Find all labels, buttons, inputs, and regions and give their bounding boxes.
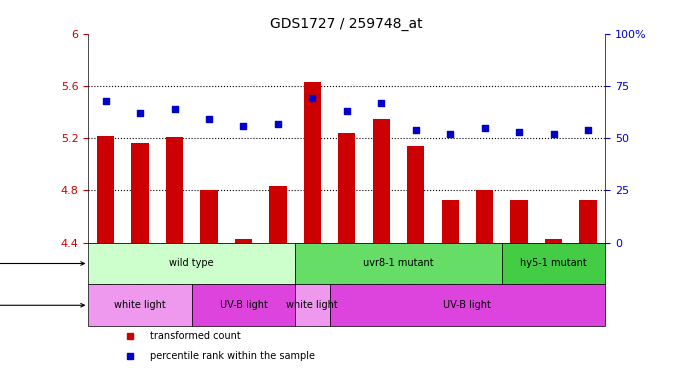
Text: wild type: wild type — [169, 258, 214, 268]
Title: GDS1727 / 259748_at: GDS1727 / 259748_at — [271, 17, 423, 32]
Bar — [131, 143, 149, 243]
Point — [169, 106, 180, 112]
Point — [548, 131, 559, 137]
Text: white light: white light — [114, 300, 166, 310]
Point — [135, 110, 146, 116]
Bar — [88, 284, 192, 326]
Text: uvr8-1 mutant: uvr8-1 mutant — [363, 258, 434, 268]
Bar — [269, 186, 286, 243]
Text: transformed count: transformed count — [150, 330, 241, 340]
Bar — [192, 284, 295, 326]
Bar — [545, 239, 562, 243]
Bar — [295, 284, 330, 326]
Bar — [373, 118, 390, 243]
Bar — [407, 146, 424, 243]
Bar — [330, 284, 605, 326]
Point — [513, 129, 524, 135]
Point — [583, 127, 594, 133]
Point — [410, 127, 421, 133]
Bar — [511, 200, 528, 243]
Bar — [201, 190, 218, 243]
Point — [273, 120, 284, 126]
Point — [445, 131, 456, 137]
Bar — [88, 243, 295, 284]
Bar — [295, 243, 502, 284]
Text: UV-B light: UV-B light — [220, 300, 267, 310]
Text: UV-B light: UV-B light — [443, 300, 492, 310]
Bar — [579, 200, 596, 243]
Bar — [502, 243, 605, 284]
Bar — [476, 190, 493, 243]
Bar — [338, 133, 356, 243]
Point — [376, 100, 387, 106]
Text: genotype/variation: genotype/variation — [0, 259, 84, 268]
Text: stress: stress — [0, 301, 84, 310]
Bar — [441, 200, 459, 243]
Bar — [97, 136, 114, 243]
Point — [100, 98, 111, 104]
Point — [307, 96, 318, 102]
Bar — [166, 137, 183, 243]
Bar — [235, 239, 252, 243]
Text: white light: white light — [286, 300, 338, 310]
Point — [341, 108, 352, 114]
Bar — [304, 82, 321, 243]
Point — [479, 125, 490, 131]
Point — [203, 116, 214, 122]
Text: hy5-1 mutant: hy5-1 mutant — [520, 258, 587, 268]
Text: percentile rank within the sample: percentile rank within the sample — [150, 351, 316, 361]
Point — [238, 123, 249, 129]
